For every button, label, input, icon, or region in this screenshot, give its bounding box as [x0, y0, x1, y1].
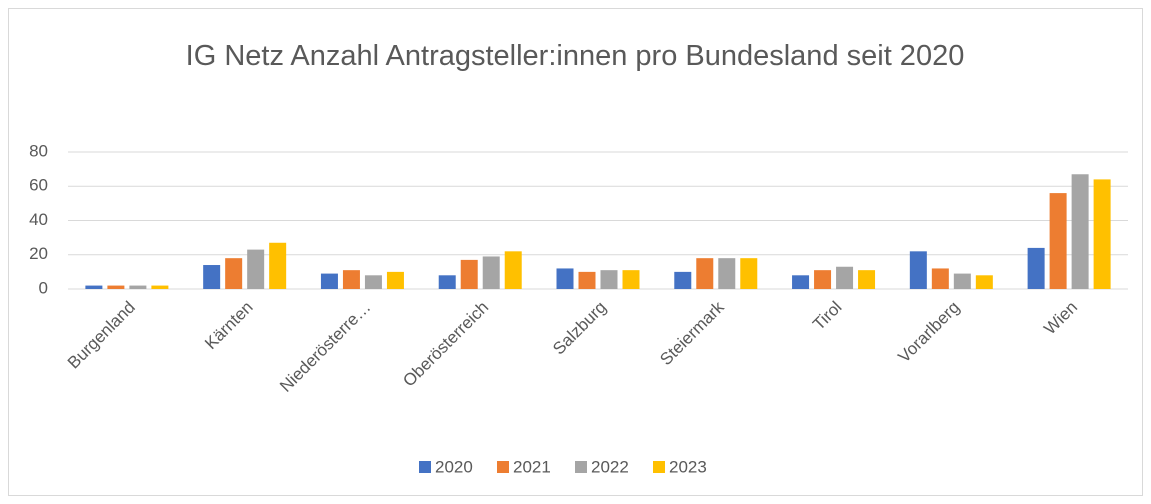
bar: [85, 285, 103, 289]
bar: [1027, 247, 1045, 289]
bar: [460, 259, 478, 289]
bar: [931, 268, 949, 289]
bar: [269, 242, 287, 289]
bar: [364, 275, 382, 289]
legend-swatch: [497, 461, 509, 473]
bar: [320, 273, 338, 289]
bar: [696, 258, 714, 289]
bar: [836, 266, 854, 289]
bar: [975, 275, 993, 289]
chart-title: IG Netz Anzahl Antragsteller:innen pro B…: [185, 40, 965, 72]
bar: [740, 258, 758, 289]
bar: [1071, 174, 1089, 289]
y-tick-label: 80: [29, 141, 48, 160]
bar: [225, 258, 243, 289]
legend-label: 2020: [435, 457, 473, 476]
bar: [556, 268, 574, 289]
bar: [203, 265, 221, 289]
bar: [909, 251, 927, 289]
bar: [622, 270, 640, 289]
bar: [482, 256, 500, 289]
bar: [504, 251, 522, 289]
y-tick-label: 60: [29, 176, 48, 195]
legend-swatch: [419, 461, 431, 473]
y-tick-label: 40: [29, 210, 48, 229]
y-tick-label: 20: [29, 244, 48, 263]
chart-border: [8, 8, 1143, 496]
bar: [1049, 193, 1067, 289]
bar: [107, 285, 125, 289]
legend-swatch: [575, 461, 587, 473]
legend-swatch: [653, 461, 665, 473]
bar: [953, 273, 971, 289]
bar: [858, 270, 876, 289]
bar: [386, 271, 404, 289]
bar: [247, 249, 265, 289]
legend-label: 2021: [513, 457, 551, 476]
bar: [792, 275, 810, 289]
legend-label: 2022: [591, 457, 629, 476]
legend-label: 2023: [669, 457, 707, 476]
bar: [342, 270, 360, 289]
bar: [814, 270, 832, 289]
bar: [1093, 179, 1111, 289]
bar: [674, 271, 692, 289]
bar: [438, 275, 456, 289]
y-tick-label: 0: [39, 278, 48, 297]
bar: [129, 285, 147, 289]
bar: [578, 271, 596, 289]
bar: [600, 270, 618, 289]
bar: [151, 285, 169, 289]
bar: [718, 258, 736, 289]
